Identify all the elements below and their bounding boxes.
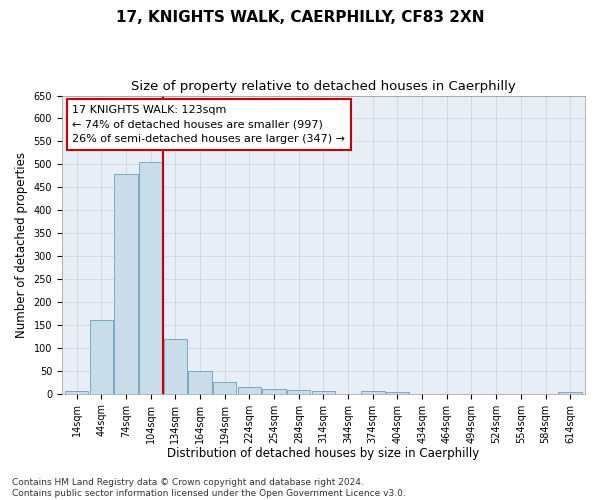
Bar [312,392,335,394]
Y-axis label: Number of detached properties: Number of detached properties [15,152,28,338]
Bar [115,174,138,394]
Bar [238,387,261,394]
Text: 17, KNIGHTS WALK, CAERPHILLY, CF83 2XN: 17, KNIGHTS WALK, CAERPHILLY, CF83 2XN [116,10,484,25]
Bar [164,338,187,394]
Text: 17 KNIGHTS WALK: 123sqm
← 74% of detached houses are smaller (997)
26% of semi-d: 17 KNIGHTS WALK: 123sqm ← 74% of detache… [73,104,346,144]
Bar [89,320,113,394]
Bar [386,392,409,394]
Bar [65,392,88,394]
X-axis label: Distribution of detached houses by size in Caerphilly: Distribution of detached houses by size … [167,447,479,460]
Bar [213,382,236,394]
Bar [139,162,163,394]
Title: Size of property relative to detached houses in Caerphilly: Size of property relative to detached ho… [131,80,516,93]
Bar [262,389,286,394]
Bar [287,390,310,394]
Bar [361,392,385,394]
Text: Contains HM Land Registry data © Crown copyright and database right 2024.
Contai: Contains HM Land Registry data © Crown c… [12,478,406,498]
Bar [188,371,212,394]
Bar [559,392,582,394]
